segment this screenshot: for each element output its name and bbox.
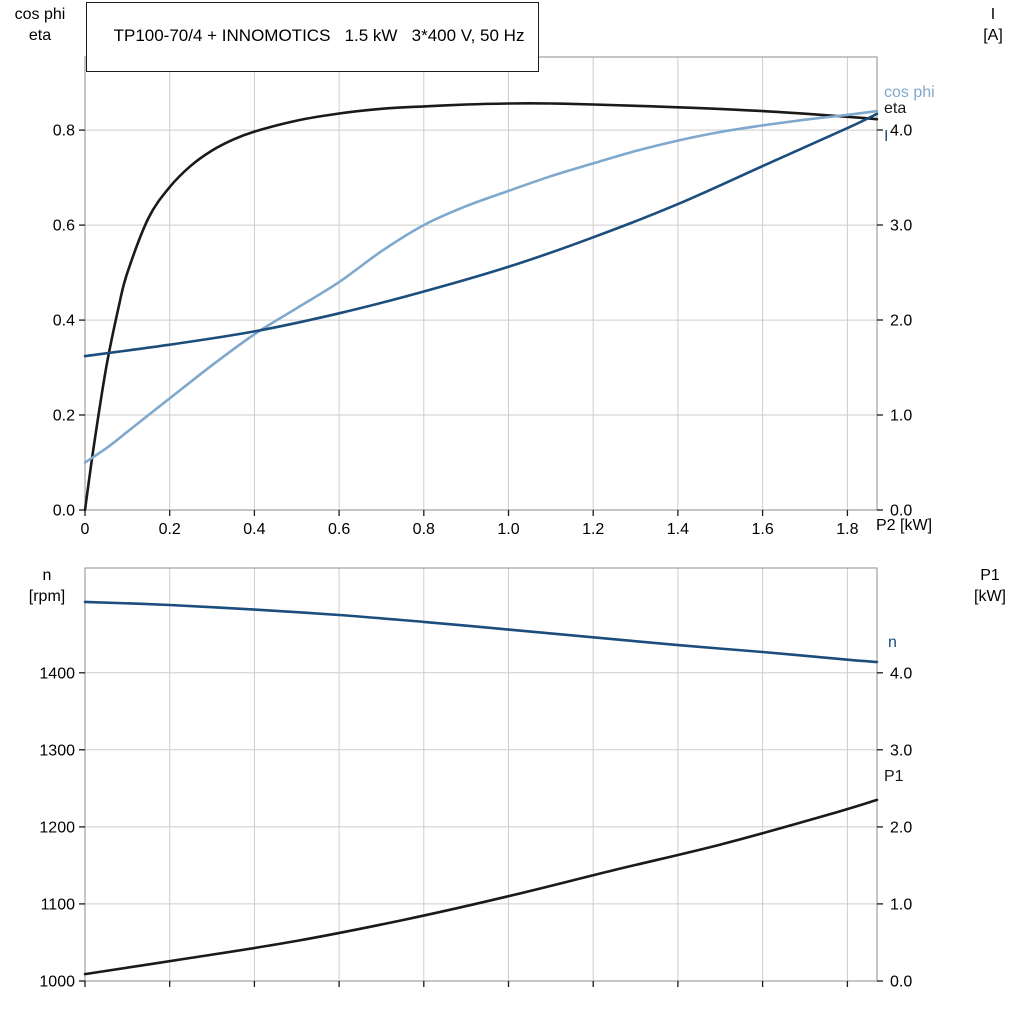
curve-speed: [83, 600, 879, 664]
plot-frame: [84, 567, 878, 982]
tick-label-left: 1100: [41, 896, 76, 913]
tick-label-right: 4.0: [890, 123, 912, 140]
chart-title: TP100-70/4 + INNOMOTICS 1.5 kW 3*400 V, …: [113, 26, 525, 45]
tick-label-x: 0.2: [159, 521, 181, 538]
bottom-left-axis-title: n [rpm]: [16, 565, 78, 607]
tick-label-right: 1.0: [890, 408, 912, 425]
curve-cos-phi: [83, 109, 879, 464]
tick-label-right: 3.0: [890, 742, 912, 759]
curve-label-speed: n: [888, 634, 897, 651]
curve-label-current: I: [884, 128, 889, 145]
bottom-right-axis-title: P1 [kW]: [960, 565, 1020, 607]
tick-label-right: 4.0: [890, 665, 912, 682]
tick-label-x: 1.6: [751, 521, 773, 538]
axis-title-eta: eta: [28, 27, 52, 44]
curve-label-p1: P1: [884, 768, 904, 785]
curve-current: [83, 112, 879, 358]
axis-title-p1: P1: [980, 567, 1000, 584]
tick-label-right: 2.0: [890, 313, 912, 330]
top-right-axis-title: I [A]: [966, 4, 1020, 46]
tick-label-left: 0.2: [53, 408, 75, 425]
tick-label-left: 0.0: [53, 503, 75, 520]
tick-label-x: 0.8: [413, 521, 435, 538]
axis-title-speed-unit: [rpm]: [28, 588, 66, 605]
tick-label-right: 0.0: [890, 503, 912, 520]
tick-label-left: 0.6: [53, 218, 75, 235]
axis-title-p1-unit: [kW]: [974, 588, 1006, 605]
tick-label-x: 0.4: [243, 521, 265, 538]
tick-label-x: 1.0: [497, 521, 519, 538]
tick-label-x: 1.2: [582, 521, 604, 538]
tick-label-right: 3.0: [890, 218, 912, 235]
x-axis-label-p2: P2 [kW]: [876, 517, 933, 534]
axis-title-speed: n: [42, 567, 52, 584]
axis-title-current: I: [990, 6, 996, 23]
tick-label-left: 0.8: [53, 123, 75, 140]
tick-label-x: 0: [81, 521, 90, 538]
tick-label-right: 0.0: [890, 974, 912, 991]
tick-label-left: 1400: [39, 665, 75, 682]
top-left-axis-title: cos phi eta: [4, 4, 76, 46]
tick-label-right: 1.0: [890, 896, 912, 913]
tick-label-left: 1300: [39, 742, 75, 759]
axis-title-current-unit: [A]: [983, 27, 1003, 44]
tick-label-x: 0.6: [328, 521, 350, 538]
tick-label-left: 0.4: [53, 313, 75, 330]
tick-label-x: 1.4: [667, 521, 689, 538]
tick-label-x: 1.8: [836, 521, 858, 538]
curve-p1: [83, 798, 879, 976]
curve-label-eta: eta: [884, 100, 907, 117]
axis-title-cos-phi: cos phi: [14, 6, 66, 23]
chart-title-box: TP100-70/4 + INNOMOTICS 1.5 kW 3*400 V, …: [86, 2, 540, 72]
curve-eta: [83, 102, 879, 512]
tick-label-left: 1200: [39, 819, 75, 836]
tick-label-left: 1000: [39, 974, 75, 991]
tick-label-right: 2.0: [890, 819, 912, 836]
curve-label-cos-phi: cos phi: [884, 84, 935, 101]
